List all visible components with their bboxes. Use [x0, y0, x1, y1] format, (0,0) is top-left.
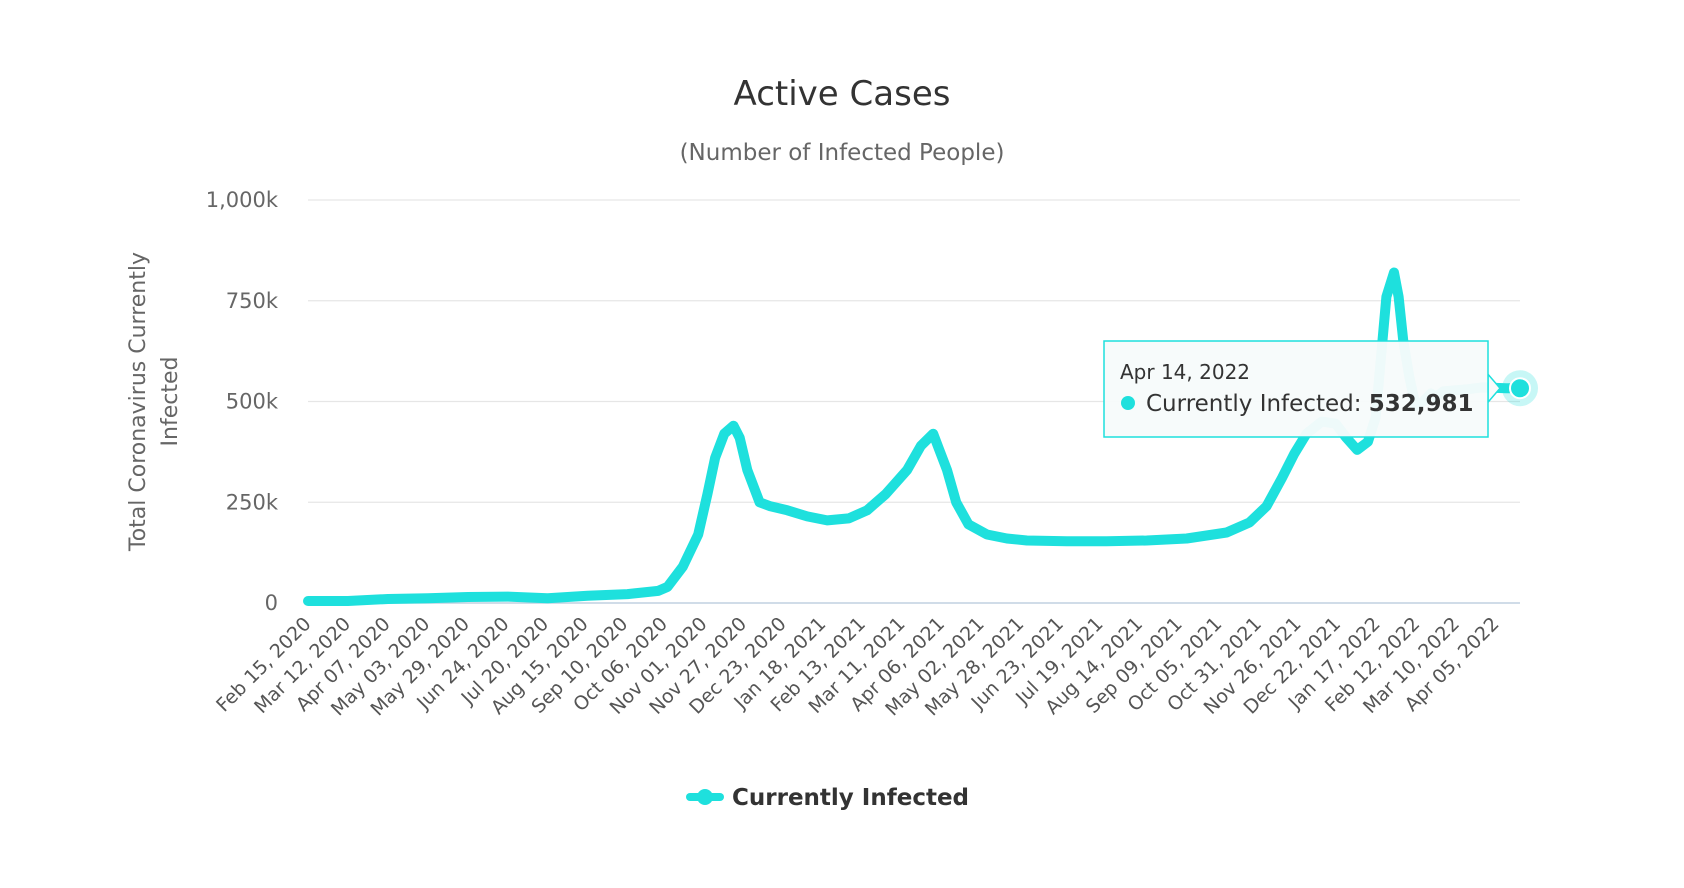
- tooltip-series-label: Currently Infected: 532,981: [1146, 391, 1474, 417]
- y-axis-title-line: Total Coronavirus Currently: [126, 252, 151, 552]
- legend-label[interactable]: Currently Infected: [732, 785, 969, 811]
- grid-lines: [308, 199, 1520, 604]
- y-tick-label: 750k: [226, 289, 279, 313]
- y-tick-label: 1,000k: [206, 188, 279, 212]
- series-currently-infected[interactable]: [303, 267, 1538, 606]
- chart-subtitle: (Number of Infected People): [680, 140, 1005, 166]
- hover-point[interactable]: [1509, 377, 1531, 400]
- chart-title: Active Cases: [734, 74, 951, 114]
- y-axis-title-line: Infected: [158, 357, 183, 447]
- legend-marker-symbol: [697, 789, 713, 805]
- tooltip-box: [1103, 340, 1489, 438]
- series-line-currently-infected[interactable]: [303, 267, 1525, 606]
- y-axis-ticks: 0 250k 500k 750k 1,000k: [206, 188, 279, 615]
- tooltip-series-marker: [1121, 396, 1135, 410]
- tooltip-date: Apr 14, 2022: [1120, 360, 1250, 384]
- legend[interactable]: Currently Infected: [686, 785, 969, 811]
- tooltip: Apr 14, 2022 Currently Infected: 532,981: [1103, 340, 1501, 438]
- tooltip-value: 532,981: [1369, 391, 1474, 417]
- y-tick-label: 500k: [226, 390, 279, 414]
- y-tick-label: 0: [265, 591, 278, 615]
- tooltip-pointer: [1487, 372, 1501, 405]
- y-tick-label: 250k: [226, 490, 279, 514]
- y-axis-label: Total Coronavirus Currently Infected: [126, 252, 183, 552]
